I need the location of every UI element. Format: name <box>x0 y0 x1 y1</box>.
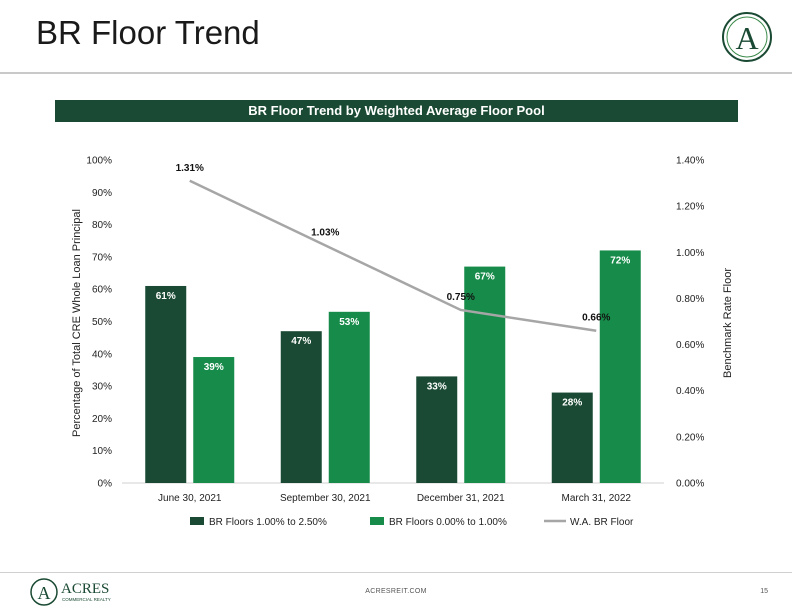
bar-data-label: 28% <box>562 398 582 409</box>
line-data-label: 0.75% <box>447 292 475 303</box>
y2-tick-label: 0.80% <box>676 294 704 305</box>
footer-divider <box>0 572 792 573</box>
bar <box>599 250 641 483</box>
line-data-label: 1.03% <box>311 227 339 238</box>
line-data-label: 1.31% <box>176 163 204 174</box>
footer-logo-name: ACRES <box>61 581 109 597</box>
y2-tick-label: 0.40% <box>676 386 704 397</box>
bar <box>464 266 506 483</box>
bar-data-label: 67% <box>475 272 495 283</box>
y2-axis-label: Benchmark Rate Floor <box>722 268 734 378</box>
y-axis-label: Percentage of Total CRE Whole Loan Princ… <box>71 209 83 437</box>
legend-label: BR Floors 1.00% to 2.50% <box>209 517 327 528</box>
legend-label: BR Floors 0.00% to 1.00% <box>389 517 507 528</box>
legend-swatch <box>370 517 384 525</box>
x-tick-label: March 31, 2022 <box>562 493 632 504</box>
bar <box>416 376 458 483</box>
acres-logo-icon: A <box>722 12 772 62</box>
bar-data-label: 53% <box>339 317 359 328</box>
y2-tick-label: 1.20% <box>676 202 704 213</box>
title-divider <box>0 72 792 74</box>
wa-br-floor-line <box>189 179 597 332</box>
y-tick-label: 60% <box>92 285 112 296</box>
y2-tick-label: 1.00% <box>676 248 704 259</box>
y-tick-label: 0% <box>98 479 113 490</box>
line-data-label: 0.66% <box>582 313 610 324</box>
bar <box>145 285 187 483</box>
x-tick-label: June 30, 2021 <box>158 493 222 504</box>
y2-tick-label: 0.00% <box>676 479 704 490</box>
page-number: 15 <box>760 588 768 595</box>
y-tick-label: 50% <box>92 317 112 328</box>
footer-logo-icon: A ACRES COMMERCIAL REALTY <box>30 578 111 606</box>
page-title: BR Floor Trend <box>36 14 260 51</box>
bar <box>551 392 593 483</box>
bar <box>193 357 235 483</box>
y-tick-label: 100% <box>86 156 112 167</box>
bar-data-label: 33% <box>427 381 447 392</box>
logo-letter: A <box>735 20 758 56</box>
chart-banner: BR Floor Trend by Weighted Average Floor… <box>55 100 738 122</box>
legend-swatch <box>190 517 204 525</box>
br-floor-chart: 0% 10% 20% 30% 40% 50% 60% 70% 80% 90% 100% 0.00% 0.… <box>71 156 734 529</box>
bar-data-label: 61% <box>156 291 176 302</box>
y-tick-label: 20% <box>92 414 112 425</box>
bar-data-label: 72% <box>610 255 630 266</box>
y-tick-label: 30% <box>92 382 112 393</box>
y2-tick-label: 0.20% <box>676 432 704 443</box>
footer-url[interactable]: ACRESREIT.COM <box>365 588 427 595</box>
bar-data-label: 39% <box>204 362 224 373</box>
footer-logo-letter: A <box>38 583 51 603</box>
x-tick-label: September 30, 2021 <box>280 493 371 504</box>
y-tick-label: 80% <box>92 220 112 231</box>
y-tick-label: 90% <box>92 188 112 199</box>
bar-data-label: 47% <box>291 336 311 347</box>
bar <box>280 331 322 483</box>
legend-label: W.A. BR Floor <box>570 517 634 528</box>
x-tick-label: December 31, 2021 <box>417 493 505 504</box>
y2-tick-label: 1.40% <box>676 156 704 167</box>
footer-logo-sub: COMMERCIAL REALTY <box>62 597 111 602</box>
bar <box>328 311 370 483</box>
y-tick-label: 40% <box>92 349 112 360</box>
y2-tick-label: 0.60% <box>676 340 704 351</box>
y-tick-label: 70% <box>92 252 112 263</box>
y-tick-label: 10% <box>92 446 112 457</box>
